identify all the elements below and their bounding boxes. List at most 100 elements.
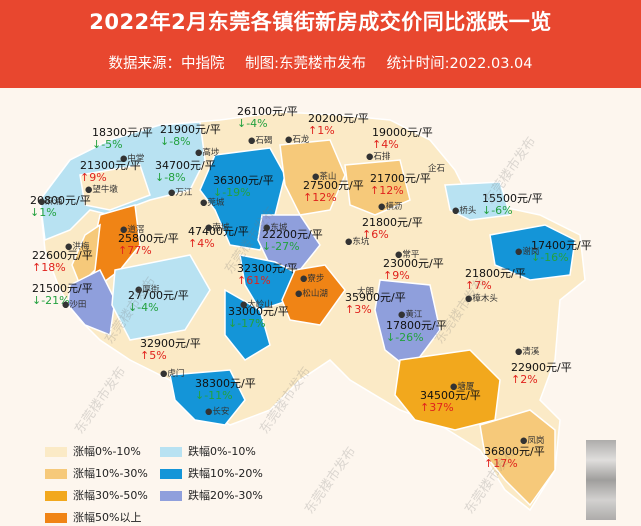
town-name: ●石碣 (248, 136, 273, 146)
town-name: ●寮步 (300, 274, 325, 284)
price-value: 19000元/平 (372, 126, 433, 139)
change-value: ↑4% (188, 237, 215, 250)
town-price-label: 36800元/平 ↑17% (484, 446, 545, 470)
price-value: 21900元/平 (160, 123, 221, 136)
town-price-label: 19000元/平 ↑4% (372, 127, 433, 151)
town-name: ●道滘 (120, 225, 145, 235)
town-price-label: 20800元/平 ↓1% (30, 195, 91, 219)
price-value: 15500元/平 (482, 192, 543, 205)
blurred-qr-code (586, 440, 616, 520)
change-value: ↑18% (32, 261, 66, 274)
town-price-label: 21700元/平 ↑12% (370, 173, 431, 197)
change-value: ↓-19% (213, 186, 251, 199)
legend-item: 跌幅20%-30% (160, 487, 263, 503)
price-value: 22600元/平 (32, 249, 93, 262)
town-name: ●长安 (205, 407, 230, 417)
town-price-label: 27500元/平 ↑12% (303, 180, 364, 204)
price-value: 27500元/平 (303, 179, 364, 192)
town-price-label: 21800元/平 ↑7% (465, 268, 526, 292)
change-value: ↓1% (30, 206, 57, 219)
town-price-label: 21500元/平 ↓-21% (32, 283, 93, 307)
change-value: ↑5% (140, 349, 167, 362)
town-name: ●虎门 (160, 369, 185, 379)
legend-item: 涨幅30%-50% (45, 487, 148, 503)
price-value: 21800元/平 (362, 216, 423, 229)
town-name: ●中堂 (120, 154, 145, 164)
town-price-label: 23000元/平 ↑9% (383, 258, 444, 282)
change-value: ↑1% (308, 124, 335, 137)
place-name: 企石 (428, 164, 446, 174)
town-price-label: 25800元/平 ↑77% (118, 233, 179, 257)
price-value: 35900元/平 (345, 291, 406, 304)
price-value: 34500元/平 (420, 389, 481, 402)
town-price-label: 22600元/平 ↑18% (32, 250, 93, 274)
town-name: ●石龙 (285, 135, 310, 145)
town-name: ●东城 (263, 223, 288, 233)
place-name: 大朗 (357, 287, 375, 297)
change-value: ↓-27% (262, 240, 300, 253)
page-title: 2022年2月东莞各镇街新房成交价同比涨跌一览 (89, 10, 552, 34)
town-price-label: 20200元/平 ↑1% (308, 113, 369, 137)
town-name: ●松山湖 (295, 289, 328, 299)
price-value: 22900元/平 (511, 361, 572, 374)
legend-swatch (160, 469, 182, 479)
header-banner: 2022年2月东莞各镇街新房成交价同比涨跌一览 数据来源：中指院 制图:东莞楼市… (0, 0, 641, 88)
town-name: ●沙田 (62, 300, 87, 310)
town-name: ●黄江 (398, 310, 423, 320)
subtitle-line: 数据来源：中指院 制图:东莞楼市发布 统计时间:2022.03.04 (0, 52, 641, 73)
change-value: ↓-5% (92, 138, 123, 151)
price-value: 27700元/平 (128, 289, 189, 302)
change-value: ↑61% (237, 274, 271, 287)
price-value: 20800元/平 (30, 194, 91, 207)
legend-item: 跌幅0%-10% (160, 443, 256, 459)
legend-item: 涨幅0%-10% (45, 443, 141, 459)
change-value: ↑12% (303, 191, 337, 204)
town-price-label: 36300元/平 ↓-19% (213, 175, 274, 199)
price-value: 26100元/平 (237, 105, 298, 118)
legend-swatch (45, 447, 67, 457)
change-value: ↓-4% (237, 117, 268, 130)
price-value: 23000元/平 (383, 257, 444, 270)
legend-swatch (160, 491, 182, 501)
change-value: ↑6% (362, 228, 389, 241)
change-value: ↓-16% (531, 251, 569, 264)
town-name: ●万江 (168, 188, 193, 198)
change-value: ↑7% (465, 279, 492, 292)
town-name: ●樟木头 (465, 294, 498, 304)
town-name: ●洪梅 (65, 242, 90, 252)
town-name: ●东坑 (345, 237, 370, 247)
town-name: ●常平 (395, 250, 420, 260)
change-value: ↑3% (345, 303, 372, 316)
town-name: ●清溪 (515, 347, 540, 357)
town-price-label: 35900元/平 ↑3% (345, 292, 406, 316)
price-value: 21800元/平 (465, 267, 526, 280)
price-value: 36300元/平 (213, 174, 274, 187)
town-name: ●茶山 (312, 172, 337, 182)
change-value: ↑2% (511, 373, 538, 386)
town-name: ●大岭山 (240, 300, 273, 310)
legend-item: 涨幅10%-30% (45, 465, 148, 481)
town-price-label: 18300元/平 ↓-5% (92, 127, 153, 151)
town-name: ●凤岗 (520, 436, 545, 446)
producer: 制图:东莞楼市发布 (245, 56, 366, 72)
change-value: ↑4% (372, 138, 399, 151)
town-name: ●莞城 (200, 198, 225, 208)
data-source: 数据来源：中指院 (108, 56, 225, 72)
change-value: ↓-21% (32, 294, 70, 307)
price-value: 21700元/平 (370, 172, 431, 185)
town-price-label: 33000元/平 ↓-17% (228, 306, 289, 330)
town-name: ●望牛墩 (85, 185, 118, 195)
town-name: ●桥头 (452, 206, 477, 216)
town-price-label: 21300元/平 ↑9% (80, 160, 141, 184)
change-value: ↑12% (370, 184, 404, 197)
town-price-label: 21800元/平 ↑6% (362, 217, 423, 241)
town-price-label: 22200元/平 ↓-27% (262, 229, 323, 253)
town-price-label: 17800元/平 ↓-26% (386, 320, 447, 344)
town-price-label: 15500元/平 ↓-6% (482, 193, 543, 217)
legend-swatch (45, 469, 67, 479)
town-name: ●高埗 (195, 148, 220, 158)
price-value: 34700元/平 (155, 159, 216, 172)
town-price-label: 21900元/平 ↓-8% (160, 124, 221, 148)
town-price-label: 34500元/平 ↑37% (420, 390, 481, 414)
